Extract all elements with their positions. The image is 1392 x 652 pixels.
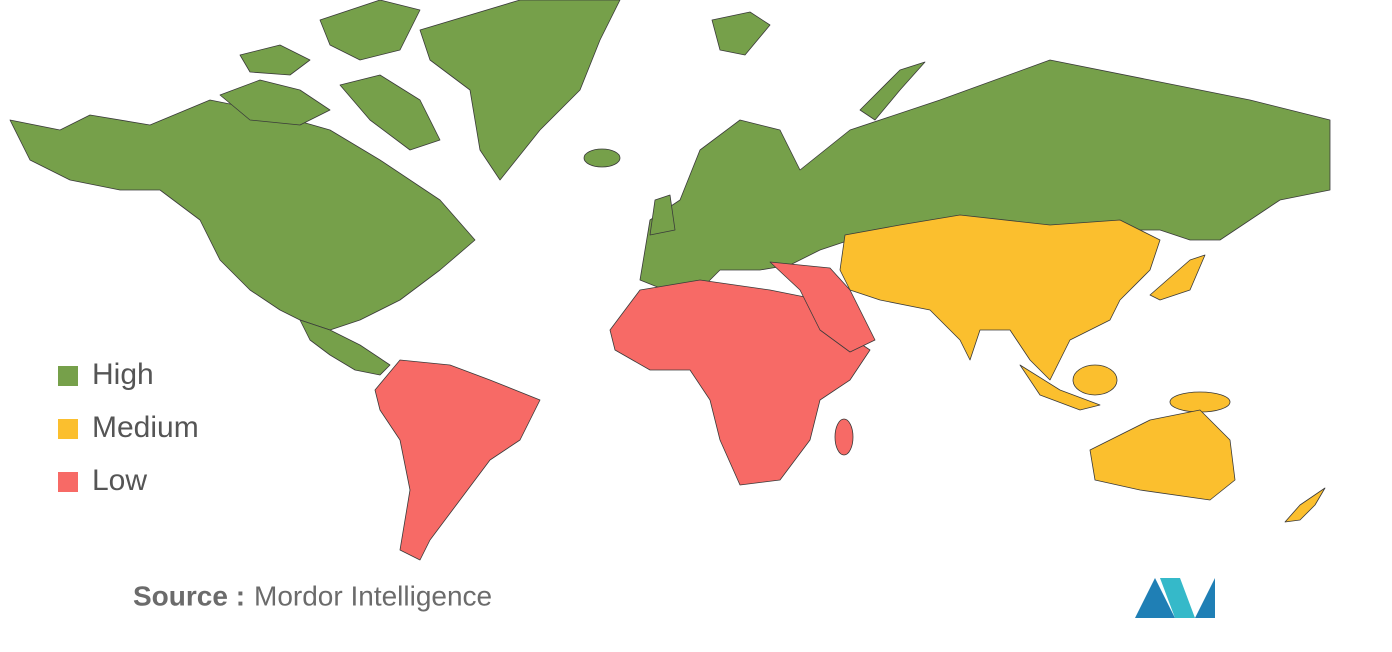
greenland	[419, 0, 621, 181]
japan	[1149, 254, 1206, 301]
indonesia	[1019, 364, 1101, 411]
arctic-islands	[339, 74, 441, 151]
legend-swatch	[58, 472, 78, 492]
arctic-islands	[239, 44, 311, 76]
legend-label: High	[92, 358, 154, 391]
source-label: Source :	[133, 580, 245, 611]
asia	[839, 214, 1161, 381]
regions	[9, 0, 1331, 561]
north-america	[9, 99, 476, 331]
africa	[609, 279, 871, 486]
svalbard	[711, 11, 771, 56]
logo-shape	[1135, 578, 1175, 618]
legend-swatch	[58, 366, 78, 386]
arctic-islands	[319, 0, 421, 61]
uk	[649, 194, 676, 236]
south-america	[374, 359, 541, 561]
middle-east	[769, 261, 876, 353]
logo	[1135, 578, 1215, 618]
arctic-islands	[219, 79, 331, 126]
legend: High Medium Low	[58, 358, 199, 497]
legend-swatch	[58, 419, 78, 439]
new-zealand	[1284, 487, 1326, 523]
central-america	[299, 319, 391, 376]
europe-russia	[639, 59, 1331, 301]
novaya-zemlya	[859, 61, 926, 121]
logo-shape	[1160, 578, 1195, 618]
australia	[1089, 409, 1236, 501]
borneo	[1072, 364, 1118, 396]
legend-label: Medium	[92, 411, 199, 444]
logo-shape	[1195, 578, 1215, 618]
new-guinea	[1169, 391, 1231, 413]
source-text: Mordor Intelligence	[254, 580, 492, 611]
legend-label: Low	[92, 464, 147, 497]
iceland	[583, 148, 621, 168]
madagascar	[834, 418, 854, 456]
